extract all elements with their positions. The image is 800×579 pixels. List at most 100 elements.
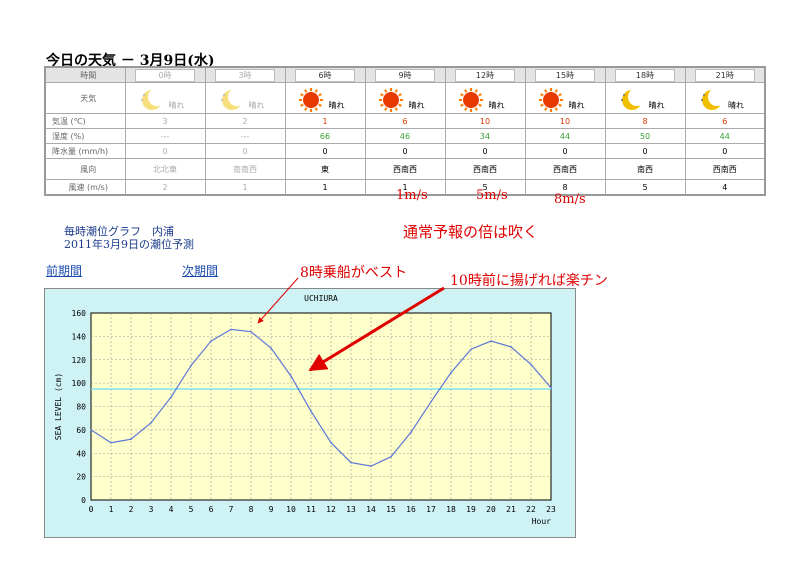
humidity-cell: 44 — [524, 128, 606, 144]
temp-row: 気温 (℃) 3 2 1 6 10 10 8 6 — [44, 113, 766, 129]
weather-label: 天気 — [44, 82, 126, 114]
next-period-link[interactable]: 次期間 — [182, 264, 219, 278]
weather-cell: 晴れ — [444, 82, 526, 114]
x-tick-label: 20 — [486, 505, 496, 514]
weather-cell: 晴れ — [524, 82, 606, 114]
precip-cell: 0 — [364, 143, 446, 159]
tide-point — [450, 371, 452, 374]
time-cell: 12時 — [444, 66, 526, 83]
wind-speed-label: 風速 (m/s) — [44, 179, 126, 196]
precip-cell: 0 — [204, 143, 286, 159]
x-tick-label: 7 — [229, 505, 234, 514]
wind-speed-cell: 1 — [204, 179, 286, 196]
wind-speed-cell: 1 — [364, 179, 446, 196]
wind-dir-label: 風向 — [44, 158, 126, 180]
weather-text: 晴れ — [568, 101, 585, 110]
x-tick-label: 11 — [306, 505, 316, 514]
x-tick-label: 23 — [546, 505, 556, 514]
precip-cell: 0 — [604, 143, 686, 159]
humidity-cell: 44 — [684, 128, 766, 144]
humidity-cell: 50 — [604, 128, 686, 144]
time-cell-label: 18時 — [614, 68, 676, 82]
wind-dir-cell: 西南西 — [684, 158, 766, 180]
x-tick-label: 10 — [286, 505, 296, 514]
wind-dir-cell: 南西 — [604, 158, 686, 180]
precip-cell: 0 — [124, 143, 206, 159]
tide-subheading: 2011年3月9日の潮位予測 — [64, 238, 194, 251]
weather-text: 晴れ — [248, 101, 265, 110]
x-tick-label: 16 — [406, 505, 416, 514]
time-cell: 21時 — [684, 66, 766, 83]
weather-cell: 晴れ — [204, 82, 286, 114]
tide-chart: 0 1 2 3 4 5 6 7 8 9 10 11 12 13 14 15 16 17 18 19 20 21 22 2302… — [54, 294, 556, 526]
time-label: 時間 — [44, 66, 126, 83]
x-tick-label: 22 — [526, 505, 536, 514]
tide-point — [430, 401, 432, 403]
x-tick-label: 3 — [149, 505, 154, 514]
time-row: 時間 0時 3時 6時 9時 12時 15時 18時 21時 — [44, 66, 766, 83]
temp-cell: 10 — [524, 113, 606, 129]
tide-point — [370, 465, 372, 467]
wind-dir-row: 風向 北北東 南南西東西南西 西南西 西南西 南西 西南西 — [44, 158, 766, 180]
tide-point — [250, 330, 252, 333]
precip-cell: 0 — [524, 143, 606, 159]
prev-period-link[interactable]: 前期間 — [46, 264, 83, 278]
sun-icon — [372, 85, 425, 112]
moon-icon — [612, 85, 665, 111]
wind-dir-cell: 南南西 — [204, 158, 286, 180]
tide-heading: 毎時潮位グラフ 内浦 — [64, 225, 174, 238]
time-cell: 0時 — [124, 66, 206, 83]
wind-dir-cell: 西南西 — [524, 158, 606, 180]
time-cell-label: 12時 — [454, 68, 516, 82]
tide-point — [270, 347, 272, 349]
x-tick-label: 15 — [386, 505, 396, 514]
sun-icon — [532, 85, 585, 112]
weather-text: 晴れ — [168, 101, 185, 110]
y-tick-label: 160 — [72, 309, 87, 318]
humidity-row: 湿度 (%) --- --- 66 46 34 44 50 44 — [44, 128, 766, 144]
x-tick-label: 8 — [249, 505, 254, 514]
weather-table: 時間 0時 3時 6時 9時 12時 15時 18時 21時 天気 晴れ 晴れ 晴れ 晴れ 晴れ 晴れ 晴… — [44, 66, 766, 196]
best-boarding-note: 8時乗船がベスト — [300, 265, 408, 281]
x-tick-label: 4 — [169, 505, 174, 514]
tide-point — [190, 364, 192, 367]
tide-chart-frame: 0 1 2 3 4 5 6 7 8 9 10 11 12 13 14 15 16 17 18 19 20 21 22 23 0 2… — [44, 288, 576, 538]
double-forecast-note: 通常予報の倍は吹く — [403, 223, 539, 241]
wind-speed-cell: 1 — [284, 179, 366, 196]
temp-cell: 1 — [284, 113, 366, 129]
tide-point — [210, 340, 212, 342]
chart-title: UCHIURA — [304, 294, 338, 303]
x-tick-label: 9 — [269, 505, 274, 514]
weather-text: 晴れ — [408, 101, 425, 110]
y-tick-label: 140 — [72, 332, 87, 341]
time-cell: 3時 — [204, 66, 286, 83]
x-tick-label: 5 — [189, 505, 194, 514]
tide-point — [390, 455, 392, 458]
wind-speed-cell: 2 — [124, 179, 206, 196]
x-tick-label: 12 — [326, 505, 336, 514]
time-cell: 9時 — [364, 66, 446, 83]
weather-cell: 晴れ — [124, 82, 206, 114]
tide-point — [110, 441, 112, 444]
tide-point — [330, 441, 332, 444]
weather-cell: 晴れ — [684, 82, 766, 114]
wind-note-15: 8m/s — [554, 192, 586, 207]
humidity-cell: --- — [204, 128, 286, 144]
weather-row: 天気 晴れ 晴れ 晴れ 晴れ 晴れ 晴れ 晴れ 晴れ — [44, 82, 766, 114]
weather-cell: 晴れ — [284, 82, 366, 114]
humidity-cell: 46 — [364, 128, 446, 144]
sun-icon — [452, 85, 505, 112]
lift-before-10-note: 10時前に揚げれば楽チン — [450, 273, 608, 289]
time-cell-label: 15時 — [534, 68, 596, 82]
x-axis-label: Hour — [532, 517, 551, 526]
tide-point — [170, 396, 172, 398]
tide-point — [350, 461, 352, 464]
temp-label: 気温 (℃) — [44, 113, 126, 129]
wind-dir-cell: 北北東 — [124, 158, 206, 180]
humidity-cell: --- — [124, 128, 206, 144]
weather-text: 晴れ — [648, 101, 665, 110]
tide-point — [510, 346, 512, 348]
wind-note-9: 1m/s — [396, 188, 428, 203]
